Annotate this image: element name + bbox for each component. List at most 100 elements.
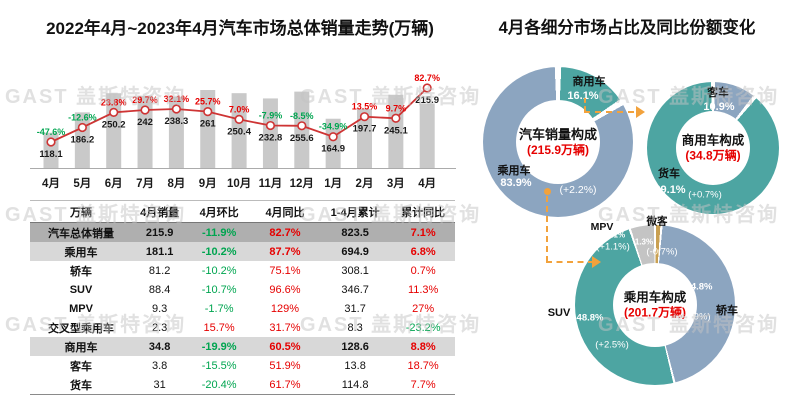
table-cell: 181.1 bbox=[145, 245, 174, 258]
donut-center-value: (215.9万辆) bbox=[526, 142, 590, 157]
dashed-connector-passenger-h bbox=[546, 261, 594, 263]
x-tick-label: 4月 bbox=[418, 177, 436, 190]
x-tick-label: 12月 bbox=[290, 177, 314, 190]
table-cell: 7.1% bbox=[410, 226, 436, 239]
table-cell: 81.2 bbox=[148, 264, 171, 277]
x-tick-label: 9月 bbox=[199, 177, 217, 190]
table-cell: 0.7% bbox=[410, 264, 436, 277]
table-cell: 15.7% bbox=[203, 321, 235, 334]
slice-pct: 83.9% bbox=[500, 177, 532, 189]
yoy-label: 29.7% bbox=[132, 95, 158, 105]
line-marker bbox=[109, 107, 119, 118]
table-cell: -23.2% bbox=[405, 321, 441, 334]
line-marker bbox=[234, 114, 244, 124]
bar-value-label: 250.4 bbox=[227, 126, 251, 137]
line-marker bbox=[359, 112, 370, 122]
table-cell: 114.8 bbox=[341, 378, 369, 391]
donut-hole bbox=[613, 263, 697, 347]
yoy-label: -12.6% bbox=[68, 112, 97, 122]
trend-bar-line-chart: -47.6% 118.1 4月 -12.6% 186.2 5月 23.8% 250.2 6月 29… bbox=[30, 73, 456, 190]
table-header-cell: 累计同比 bbox=[391, 200, 455, 223]
slice-yoy: (+2.5%) bbox=[595, 339, 629, 351]
donut-center-value: (34.8万辆) bbox=[685, 148, 741, 163]
table-cell: -11.9% bbox=[202, 226, 237, 239]
x-tick-label: 8月 bbox=[167, 177, 185, 190]
table-header-cell: 4月同比 bbox=[251, 200, 319, 223]
table-row: 交叉型乘用车 2.3 15.7% 31.7% 8.3 -23.2% bbox=[30, 318, 455, 337]
bar bbox=[357, 108, 372, 168]
table-cell: -20.4% bbox=[201, 378, 237, 391]
table-cell: 88.4 bbox=[148, 283, 171, 296]
line-marker bbox=[77, 122, 87, 133]
donut-center-label: 乘用车构成 (201.7万辆) bbox=[624, 290, 687, 319]
table-cell: 128.6 bbox=[341, 340, 369, 353]
bar bbox=[325, 118, 341, 168]
sales-summary-table: 万辆 4月销量 4月环比 4月同比 1-4月累计 累计同比 汽车总体销量 215.9 -11.9… bbox=[30, 200, 455, 395]
table-cell: 9.3 bbox=[151, 302, 168, 315]
line-marker bbox=[203, 107, 213, 117]
x-tick-label: 7月 bbox=[136, 177, 154, 190]
table-cell: 129% bbox=[270, 302, 300, 315]
table-cell: 8.8% bbox=[410, 340, 436, 353]
table-cell: 82.7% bbox=[269, 226, 301, 239]
bar-value-label: 238.3 bbox=[165, 116, 189, 127]
slice-pct: 16.1% bbox=[567, 90, 599, 102]
line-marker bbox=[265, 120, 276, 131]
table-cell: 346.7 bbox=[341, 283, 369, 296]
bar-value-label: 250.2 bbox=[102, 119, 126, 130]
slice-yoy: (-0.7%) bbox=[646, 246, 678, 258]
table-row: 货车 31 -20.4% 61.7% 114.8 7.7% bbox=[30, 375, 455, 395]
table-cell: 75.1% bbox=[269, 264, 301, 277]
bar bbox=[168, 96, 184, 168]
bar-value-label: 261 bbox=[200, 119, 217, 130]
table-row: 客车 3.8 -15.5% 51.9% 13.8 18.7% bbox=[30, 356, 455, 375]
table-cell: 60.5% bbox=[269, 340, 301, 353]
table-cell: 18.7% bbox=[407, 359, 439, 372]
yoy-label: -34.9% bbox=[319, 122, 348, 132]
x-tick-label: 3月 bbox=[387, 177, 405, 190]
slice-yoy: (-2.9%) bbox=[679, 311, 711, 323]
yoy-label: -8.5% bbox=[290, 111, 314, 121]
slice-pct: 1.3% bbox=[634, 237, 654, 247]
row-label-cell: 货车 bbox=[70, 379, 92, 392]
table-cell: 308.1 bbox=[341, 264, 369, 277]
connector-arrow-icon bbox=[636, 106, 645, 118]
table-cell: 96.6% bbox=[269, 283, 301, 296]
row-label-cell: 客车 bbox=[70, 360, 92, 373]
table-cell: 87.7% bbox=[269, 245, 301, 258]
donut-hole bbox=[516, 100, 600, 184]
table-cell: 27% bbox=[412, 302, 435, 315]
table-header-row: 万辆 4月销量 4月环比 4月同比 1-4月累计 累计同比 bbox=[30, 200, 455, 223]
line-marker bbox=[171, 104, 181, 114]
bar bbox=[419, 103, 435, 168]
slice-label: SUV bbox=[547, 307, 571, 319]
slice-label: 客车 bbox=[707, 87, 729, 99]
slice-yoy: (+1.1%) bbox=[596, 241, 630, 253]
yoy-label: 82.7% bbox=[414, 73, 440, 83]
line-marker bbox=[140, 105, 150, 115]
dashed-connector-passenger-v bbox=[546, 196, 548, 262]
table-cell: 6.8% bbox=[410, 245, 436, 258]
table-row: SUV 88.4 -10.7% 96.6% 346.7 11.3% bbox=[30, 280, 455, 299]
line-marker bbox=[297, 121, 307, 131]
row-label-cell: 轿车 bbox=[70, 265, 92, 278]
row-label-cell: 交叉型乘用车 bbox=[48, 322, 114, 335]
row-label-cell: 汽车总体销量 bbox=[48, 227, 114, 240]
table-cell: 8.3 bbox=[347, 321, 363, 334]
table-cell: 31.7% bbox=[269, 321, 301, 334]
connector-dot-icon bbox=[544, 188, 551, 195]
x-tick-label: 4月 bbox=[42, 177, 60, 190]
table-cell: 3.8 bbox=[151, 359, 168, 372]
line-marker bbox=[422, 83, 432, 93]
bar-value-label: 255.6 bbox=[290, 133, 314, 144]
row-label-cell: SUV bbox=[69, 283, 93, 296]
x-tick-label: 5月 bbox=[73, 177, 91, 190]
donut-center-title: 汽车销量构成 bbox=[518, 127, 598, 143]
row-label-cell: MPV bbox=[69, 302, 93, 315]
table-row: 商用车 34.8 -19.9% 60.5% 128.6 8.8% bbox=[30, 337, 455, 356]
table-cell: 31.7 bbox=[344, 302, 366, 315]
x-tick-label: 11月 bbox=[259, 177, 283, 190]
donut-center-title: 乘用车构成 bbox=[623, 290, 687, 305]
bar-value-label: 245.1 bbox=[384, 125, 408, 136]
